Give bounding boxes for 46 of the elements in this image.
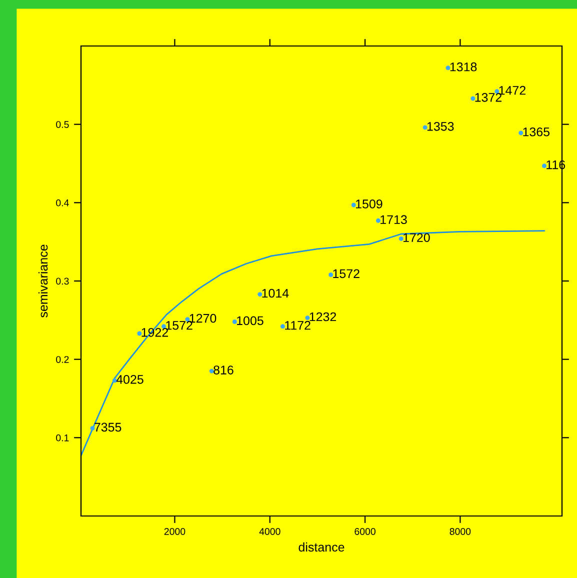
point (470, 96, 476, 101)
point (376, 218, 380, 223)
point (232, 319, 237, 324)
y-tick-label: 0.1 (56, 434, 69, 442)
point (258, 292, 262, 297)
y-tick-label: 0.2 (56, 356, 69, 363)
point (280, 324, 285, 329)
annotation: 1353 (427, 122, 454, 131)
x-tick-label: 2000 (164, 528, 186, 535)
y-tick-label: 0.3 (56, 278, 69, 285)
annotation: 1270 (190, 314, 216, 323)
annotation: 1014 (262, 288, 289, 298)
point (328, 272, 334, 277)
annotation: 4025 (116, 374, 144, 384)
y-tick-label: 0.4 (56, 199, 69, 206)
annotation: 816 (214, 366, 234, 374)
point (398, 236, 404, 241)
annotation: 1365 (523, 127, 550, 136)
annotation: 1720 (403, 233, 430, 242)
point (305, 316, 310, 320)
x-tick-label: 8000 (450, 528, 471, 535)
annotation: 1318 (450, 62, 477, 72)
y-tick-label: 0.5 (56, 121, 69, 128)
point (542, 164, 546, 168)
x-tick-label: 6000 (354, 528, 376, 535)
x-tick-label: 4000 (259, 528, 280, 535)
point (209, 368, 214, 374)
point (137, 331, 142, 336)
annotation: 1713 (380, 215, 407, 224)
annotation: 1005 (237, 316, 264, 326)
point (422, 125, 428, 130)
x-axis-title: distance (298, 542, 344, 552)
annotation: 1572 (166, 320, 192, 330)
point (351, 202, 356, 208)
annotation: 1372 (475, 92, 502, 102)
annotation: 1232 (310, 312, 336, 322)
annotation: 1472 (499, 86, 526, 95)
y-axis-title: semivariance (38, 244, 48, 318)
annotation: 1572 (333, 269, 360, 278)
point (90, 426, 95, 431)
point (518, 130, 524, 136)
point (446, 66, 450, 70)
line-series (81, 230, 545, 456)
annotation: 1172 (285, 320, 310, 330)
annotation: 1509 (356, 200, 382, 208)
annotation: 7355 (94, 422, 122, 432)
